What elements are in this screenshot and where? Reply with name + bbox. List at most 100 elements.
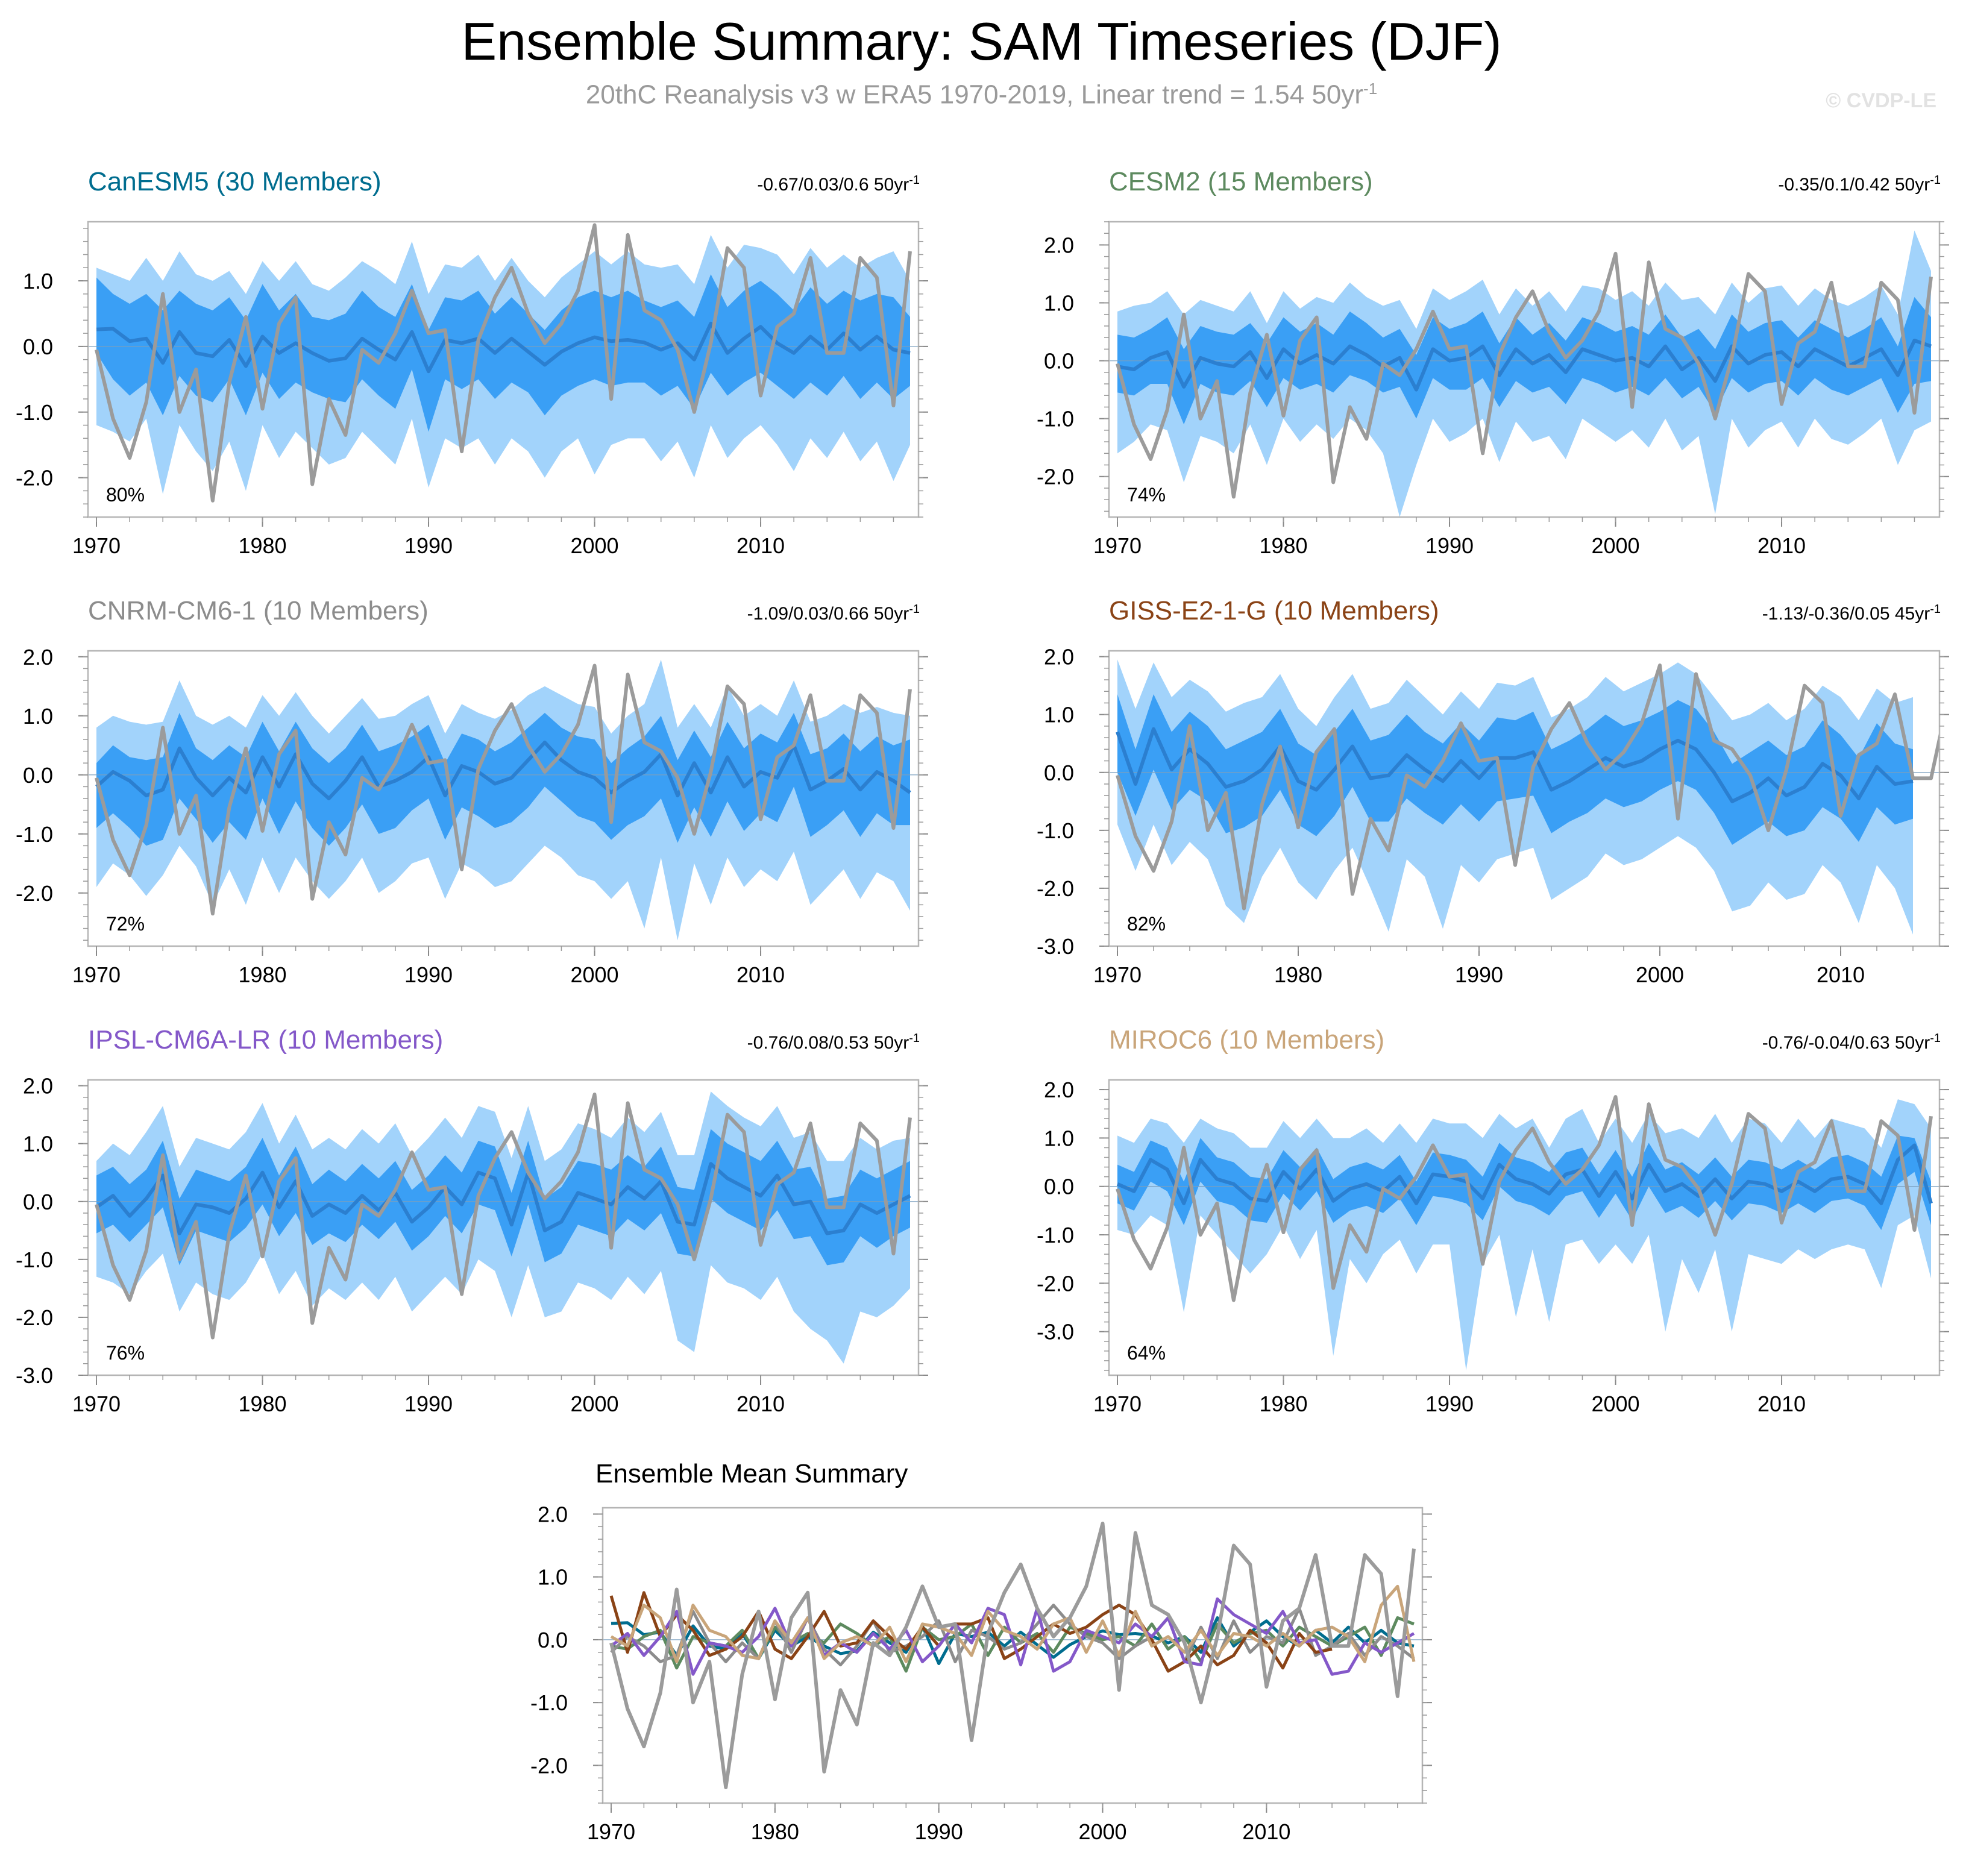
percent-label: 80% xyxy=(106,484,145,506)
x-tick-label: 1970 xyxy=(72,533,121,558)
y-tick-label: 0.0 xyxy=(23,334,53,359)
watermark: © CVDP-LE xyxy=(1826,89,1936,112)
panel-1: -2.0 -1.0 0.0 1.0 2.0 1970 1980 1990 2000 2010 CES… xyxy=(1037,167,1949,558)
panel-title: CanESM5 (30 Members) xyxy=(88,167,382,196)
x-tick-label: 2010 xyxy=(737,1391,785,1416)
x-tick-label: 2000 xyxy=(1636,962,1684,987)
panel-5: -3.0 -2.0 -1.0 0.0 1.0 2.0 1970 1980 1990 2000 201… xyxy=(1037,1025,1949,1416)
panel-0: -2.0 -1.0 0.0 1.0 1970 1980 1990 2000 2010 CanESM… xyxy=(16,167,928,558)
series-line-4 xyxy=(610,1597,1415,1676)
trend-label: -1.09/0.03/0.66 50yr-1 xyxy=(747,603,920,624)
y-tick-label: 1.0 xyxy=(1044,291,1074,316)
x-tick-label: 1970 xyxy=(72,962,121,987)
y-tick-label: -1.0 xyxy=(530,1690,568,1715)
x-tick-label: 1990 xyxy=(1455,962,1503,987)
observed-line xyxy=(95,223,912,503)
y-tick-label: -2.0 xyxy=(1037,465,1074,489)
trend-label-sup: -1 xyxy=(1930,603,1941,616)
y-tick-label: 2.0 xyxy=(23,645,53,670)
panel-title: CESM2 (15 Members) xyxy=(1109,167,1373,196)
x-tick-label: 2000 xyxy=(1591,1391,1639,1416)
y-tick-label: -1.0 xyxy=(16,1247,53,1272)
series-line-2 xyxy=(610,1604,1415,1667)
trend-label: -0.76/0.08/0.53 50yr-1 xyxy=(747,1032,920,1053)
y-tick-label: 0.0 xyxy=(1044,1175,1074,1199)
x-tick-label: 1970 xyxy=(1093,533,1142,558)
plot-area xyxy=(1109,1095,1939,1370)
percent-label: 74% xyxy=(1127,484,1166,506)
trend-label-sup: -1 xyxy=(909,1032,920,1045)
percent-label: 72% xyxy=(106,913,145,935)
x-tick-label: 1970 xyxy=(72,1391,121,1416)
y-tick-label: -1.0 xyxy=(16,400,53,425)
observed-line xyxy=(95,1093,912,1340)
y-tick-label: 2.0 xyxy=(1044,645,1074,670)
panel-4: -3.0 -2.0 -1.0 0.0 1.0 2.0 1970 1980 1990 2000 201… xyxy=(16,1025,928,1416)
plot-area xyxy=(603,1522,1422,1789)
y-tick-label: -3.0 xyxy=(16,1363,53,1388)
panel-2: -2.0 -1.0 0.0 1.0 2.0 1970 1980 1990 2000 2010 CNR… xyxy=(16,596,928,987)
x-tick-label: 1980 xyxy=(751,1819,799,1844)
x-tick-label: 2010 xyxy=(1757,1391,1806,1416)
percent-label: 76% xyxy=(106,1342,145,1364)
trend-label: -1.13/-0.36/0.05 45yr-1 xyxy=(1762,603,1941,624)
x-tick-label: 2000 xyxy=(570,1391,618,1416)
x-tick-label: 1990 xyxy=(404,1391,453,1416)
y-tick-label: -1.0 xyxy=(16,822,53,847)
x-tick-label: 1990 xyxy=(1425,1391,1474,1416)
trend-label: -0.76/-0.04/0.63 50yr-1 xyxy=(1762,1032,1941,1053)
plot-frame xyxy=(1108,221,1941,518)
panel-title: CNRM-CM6-1 (10 Members) xyxy=(88,596,429,626)
plot-frame xyxy=(1108,650,1941,947)
panel-6: -2.0 -1.0 0.0 1.0 2.0 1970 1980 1990 2000 2010 Ens… xyxy=(530,1459,1432,1844)
y-tick-label: -2.0 xyxy=(16,1305,53,1330)
y-tick-label: -2.0 xyxy=(1037,1271,1074,1296)
x-tick-label: 1980 xyxy=(1274,962,1322,987)
y-tick-label: -2.0 xyxy=(530,1753,568,1778)
observed-line xyxy=(609,1522,1416,1789)
y-tick-label: -1.0 xyxy=(1037,407,1074,431)
y-tick-label: -1.0 xyxy=(1037,1223,1074,1247)
panel-title: Ensemble Mean Summary xyxy=(595,1459,908,1489)
y-tick-label: 0.0 xyxy=(538,1628,568,1652)
y-tick-label: -3.0 xyxy=(1037,934,1074,959)
y-tick-label: 2.0 xyxy=(538,1502,568,1526)
y-tick-label: 0.0 xyxy=(1044,349,1074,374)
y-tick-label: 0.0 xyxy=(1044,761,1074,785)
ensemble-mean-line xyxy=(95,1162,911,1235)
x-tick-label: 2000 xyxy=(570,533,618,558)
plot-frame xyxy=(87,221,920,518)
y-tick-label: -3.0 xyxy=(1037,1320,1074,1344)
percent-label: 64% xyxy=(1127,1342,1166,1364)
panel-title: GISS-E2-1-G (10 Members) xyxy=(1109,596,1439,626)
y-tick-label: -2.0 xyxy=(16,466,53,491)
y-tick-label: 1.0 xyxy=(23,704,53,729)
x-tick-label: 1970 xyxy=(1093,1391,1142,1416)
y-tick-label: 2.0 xyxy=(1044,233,1074,257)
plot-area xyxy=(1109,230,1939,517)
x-tick-label: 2000 xyxy=(570,962,618,987)
y-tick-label: 0.0 xyxy=(23,1190,53,1214)
y-tick-label: 1.0 xyxy=(23,269,53,293)
figure-subtitle-sup: -1 xyxy=(1363,80,1378,98)
y-tick-label: -2.0 xyxy=(1037,876,1074,901)
observed-line xyxy=(1116,1095,1933,1302)
percent-label: 82% xyxy=(1127,913,1166,935)
y-tick-label: -1.0 xyxy=(1037,818,1074,843)
plot-area xyxy=(88,659,919,941)
plot-frame xyxy=(601,1507,1424,1804)
inner-range-band xyxy=(1117,694,1913,845)
y-tick-label: 1.0 xyxy=(538,1565,568,1590)
plot-area xyxy=(88,1091,919,1364)
panel-title: IPSL-CM6A-LR (10 Members) xyxy=(88,1025,443,1055)
trend-label-sup: -1 xyxy=(1930,1032,1941,1045)
figure-title: Ensemble Summary: SAM Timeseries (DJF) xyxy=(461,11,1502,71)
trend-label: -0.35/0.1/0.42 50yr-1 xyxy=(1778,174,1941,195)
x-tick-label: 1970 xyxy=(1093,962,1142,987)
plot-area xyxy=(1109,659,1939,935)
trend-label: -0.67/0.03/0.6 50yr-1 xyxy=(757,174,920,195)
plot-frame xyxy=(1108,1079,1941,1376)
x-tick-label: 1980 xyxy=(238,1391,286,1416)
x-tick-label: 2010 xyxy=(737,962,785,987)
